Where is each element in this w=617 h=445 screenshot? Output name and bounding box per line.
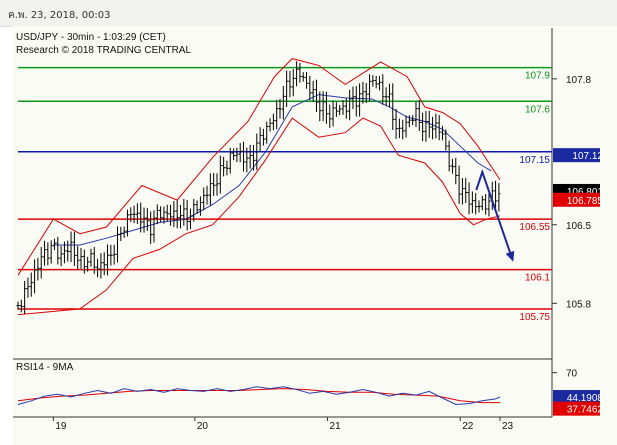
rsi-ma-tag-box: [553, 401, 600, 416]
level-label: 107.9: [525, 71, 550, 82]
time-axis-tick-label: 21: [330, 421, 342, 432]
rsi-axis-tick-label: 70: [566, 369, 578, 380]
rsi-label: RSI14 - 9MA: [16, 362, 74, 373]
level-label: 105.75: [519, 312, 550, 323]
price-bars-layer: [16, 61, 501, 315]
chart-background: [13, 26, 617, 445]
bollinger-upper-line: [17, 58, 501, 276]
rsi-line: [17, 386, 501, 406]
current-price-tag: 107.12: [572, 151, 603, 162]
rsi-ma-line: [17, 388, 500, 404]
forecast-arrow-line: [475, 168, 512, 254]
bollinger-lower-line: [17, 117, 501, 316]
date-time-label: ค.พ. 23, 2018, 00:03: [8, 10, 111, 21]
ma-price-tag-box: [553, 192, 600, 207]
chart-subtitle: Research © 2018 TRADING CENTRAL: [16, 45, 191, 56]
price-axis-tick-label: 106.5: [566, 221, 591, 232]
price-axis-tick-label: 107.8: [566, 75, 591, 86]
level-label: 106.55: [519, 222, 550, 233]
forecast-layer: [475, 168, 515, 262]
chart-frame: USD/JPY - 30min - 1:03:29 (CET) Research…: [13, 26, 617, 445]
rsi-value-tag: 44.1908: [567, 393, 604, 404]
level-label: 106.1: [525, 273, 550, 284]
level-label: 107.15: [519, 155, 550, 166]
level-label: 107.6: [525, 104, 550, 115]
time-axis-tick-label: 20: [197, 421, 209, 432]
time-axis-tick-label: 22: [462, 421, 474, 432]
forecast-arrow-head: [505, 250, 515, 262]
time-axis-tick-label: 19: [55, 421, 67, 432]
chart-title: USD/JPY - 30min - 1:03:29 (CET): [16, 32, 166, 43]
top-bar: ค.พ. 23, 2018, 00:03: [0, 0, 617, 27]
last-price-tag: 106.801: [567, 187, 604, 198]
rsi-ma-tag: 37.7462: [567, 405, 604, 416]
price-axis-tick-label: 105.8: [566, 299, 591, 310]
price-chart: USD/JPY - 30min - 1:03:29 (CET) Research…: [13, 26, 617, 445]
rsi-value-tag-box: [553, 390, 600, 405]
ma-price-tag: 106.785: [567, 196, 604, 207]
time-axis-tick-label: 23: [502, 421, 514, 432]
current-price-tag-box: [553, 148, 600, 163]
levels-layer: 107.9 107.6 107.15 106.55 106.1 105.75: [18, 66, 552, 323]
